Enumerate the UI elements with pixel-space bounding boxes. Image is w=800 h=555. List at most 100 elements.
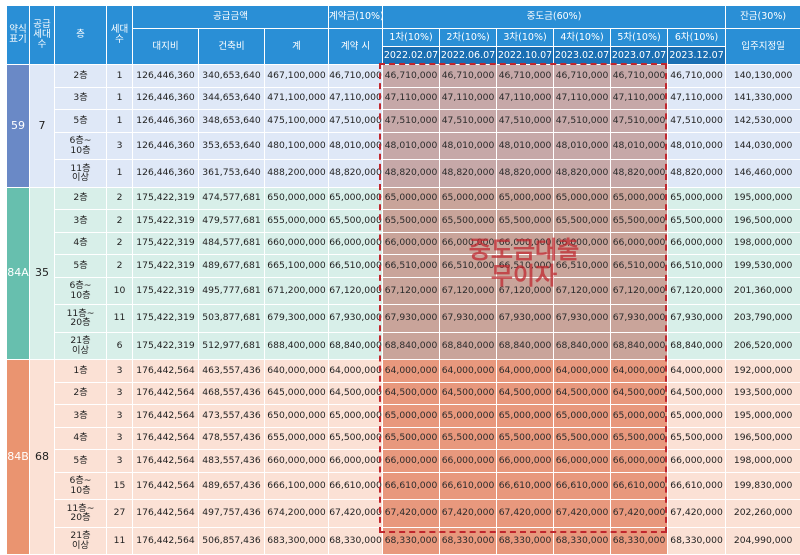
installment-1-date: 2022.02.07 bbox=[383, 47, 440, 65]
floor-cell: 1층 bbox=[55, 360, 107, 383]
floor-cell: 5층 bbox=[55, 110, 107, 133]
installment-4-cell: 65,500,000 bbox=[554, 210, 611, 233]
installment-4-cell: 68,330,000 bbox=[554, 527, 611, 555]
installment-2-cell: 67,420,000 bbox=[440, 500, 497, 528]
land-price-cell: 176,442,564 bbox=[133, 450, 199, 473]
total-price-cell: 674,200,000 bbox=[265, 500, 329, 528]
installment-3-cell: 48,010,000 bbox=[497, 132, 554, 160]
installment-3-cell: 66,000,000 bbox=[497, 450, 554, 473]
installment-4-cell: 47,110,000 bbox=[554, 87, 611, 110]
installment-4-cell: 68,840,000 bbox=[554, 332, 611, 360]
total-price-cell: 655,000,000 bbox=[265, 427, 329, 450]
installment-6-cell: 68,330,000 bbox=[668, 527, 726, 555]
installment-1-cell: 65,000,000 bbox=[383, 405, 440, 428]
floor-cell: 11층~ 20층 bbox=[55, 500, 107, 528]
land-price-cell: 176,442,564 bbox=[133, 472, 199, 500]
household-count-cell: 3 bbox=[107, 132, 133, 160]
balance-time-header: 입주지정일 bbox=[726, 29, 800, 65]
contract-payment-cell: 68,840,000 bbox=[329, 332, 383, 360]
installment-5-cell: 48,820,000 bbox=[611, 160, 668, 188]
contract-payment-cell: 68,330,000 bbox=[329, 527, 383, 555]
contract-payment-cell: 47,510,000 bbox=[329, 110, 383, 133]
floor-cell: 4층 bbox=[55, 232, 107, 255]
installment-2-cell: 48,010,000 bbox=[440, 132, 497, 160]
balance-cell: 198,000,000 bbox=[726, 450, 800, 473]
land-price-cell: 126,446,360 bbox=[133, 65, 199, 88]
household-count-cell: 3 bbox=[107, 427, 133, 450]
installment-5-cell: 66,610,000 bbox=[611, 472, 668, 500]
installment-4-header: 4차(10%) bbox=[554, 29, 611, 47]
installment-6-header: 6차(10%) bbox=[668, 29, 726, 47]
installment-3-cell: 67,930,000 bbox=[497, 305, 554, 333]
building-price-cell: 344,653,640 bbox=[199, 87, 265, 110]
contract-payment-cell: 65,500,000 bbox=[329, 210, 383, 233]
land-price-cell: 175,422,319 bbox=[133, 277, 199, 305]
contract-payment-cell: 67,120,000 bbox=[329, 277, 383, 305]
building-price-cell: 353,653,640 bbox=[199, 132, 265, 160]
building-price-cell: 348,653,640 bbox=[199, 110, 265, 133]
installment-3-cell: 64,500,000 bbox=[497, 382, 554, 405]
installment-6-cell: 65,500,000 bbox=[668, 210, 726, 233]
land-price-cell: 126,446,360 bbox=[133, 160, 199, 188]
land-price-cell: 126,446,360 bbox=[133, 132, 199, 160]
installment-5-cell: 65,500,000 bbox=[611, 210, 668, 233]
installment-6-cell: 65,500,000 bbox=[668, 427, 726, 450]
floor-cell: 2층 bbox=[55, 187, 107, 210]
contract-payment-cell: 47,110,000 bbox=[329, 87, 383, 110]
total-price-cell: 660,000,000 bbox=[265, 450, 329, 473]
installment-3-date: 2022.10.07 bbox=[497, 47, 554, 65]
installment-6-cell: 67,420,000 bbox=[668, 500, 726, 528]
installment-6-cell: 64,500,000 bbox=[668, 382, 726, 405]
total-price-cell: 666,100,000 bbox=[265, 472, 329, 500]
balance-header: 잔금(30%) bbox=[726, 6, 800, 29]
household-count-cell: 11 bbox=[107, 305, 133, 333]
contract-payment-cell: 66,610,000 bbox=[329, 472, 383, 500]
installment-3-cell: 65,500,000 bbox=[497, 427, 554, 450]
balance-cell: 203,790,000 bbox=[726, 305, 800, 333]
household-count-cell: 1 bbox=[107, 87, 133, 110]
installment-2-cell: 65,000,000 bbox=[440, 405, 497, 428]
total-price-cell: 645,000,000 bbox=[265, 382, 329, 405]
household-count-cell: 2 bbox=[107, 255, 133, 278]
installment-1-cell: 64,000,000 bbox=[383, 360, 440, 383]
installment-4-cell: 48,820,000 bbox=[554, 160, 611, 188]
installment-1-cell: 68,330,000 bbox=[383, 527, 440, 555]
installment-6-cell: 65,000,000 bbox=[668, 405, 726, 428]
floor-cell: 11층~ 20층 bbox=[55, 305, 107, 333]
household-count-cell: 1 bbox=[107, 160, 133, 188]
floor-cell: 4층 bbox=[55, 427, 107, 450]
land-price-cell: 176,442,564 bbox=[133, 500, 199, 528]
installment-3-cell: 68,840,000 bbox=[497, 332, 554, 360]
contract-payment-cell: 65,000,000 bbox=[329, 405, 383, 428]
installment-6-cell: 66,000,000 bbox=[668, 450, 726, 473]
total-price-cell: 679,300,000 bbox=[265, 305, 329, 333]
balance-cell: 202,260,000 bbox=[726, 500, 800, 528]
installment-5-cell: 65,000,000 bbox=[611, 405, 668, 428]
installment-3-cell: 65,500,000 bbox=[497, 210, 554, 233]
installment-5-cell: 67,120,000 bbox=[611, 277, 668, 305]
installment-5-cell: 48,010,000 bbox=[611, 132, 668, 160]
installment-2-cell: 46,710,000 bbox=[440, 65, 497, 88]
installment-3-cell: 64,000,000 bbox=[497, 360, 554, 383]
table-header: 약식 표기 공급 세대 수 층 세대 수 공급금액 계약금(10%) 중도금(6… bbox=[7, 6, 800, 65]
balance-cell: 144,030,000 bbox=[726, 132, 800, 160]
total-price-cell: 488,200,000 bbox=[265, 160, 329, 188]
installment-2-cell: 64,500,000 bbox=[440, 382, 497, 405]
installment-1-header: 1차(10%) bbox=[383, 29, 440, 47]
contract-payment-cell: 65,000,000 bbox=[329, 187, 383, 210]
installment-5-cell: 65,500,000 bbox=[611, 427, 668, 450]
supply-count: 68 bbox=[30, 360, 55, 555]
installment-2-cell: 47,110,000 bbox=[440, 87, 497, 110]
balance-cell: 146,460,000 bbox=[726, 160, 800, 188]
total-price-cell: 480,100,000 bbox=[265, 132, 329, 160]
contract-payment-cell: 67,420,000 bbox=[329, 500, 383, 528]
floor-cell: 21층 이상 bbox=[55, 332, 107, 360]
contract-payment-cell: 66,510,000 bbox=[329, 255, 383, 278]
installment-6-cell: 48,820,000 bbox=[668, 160, 726, 188]
